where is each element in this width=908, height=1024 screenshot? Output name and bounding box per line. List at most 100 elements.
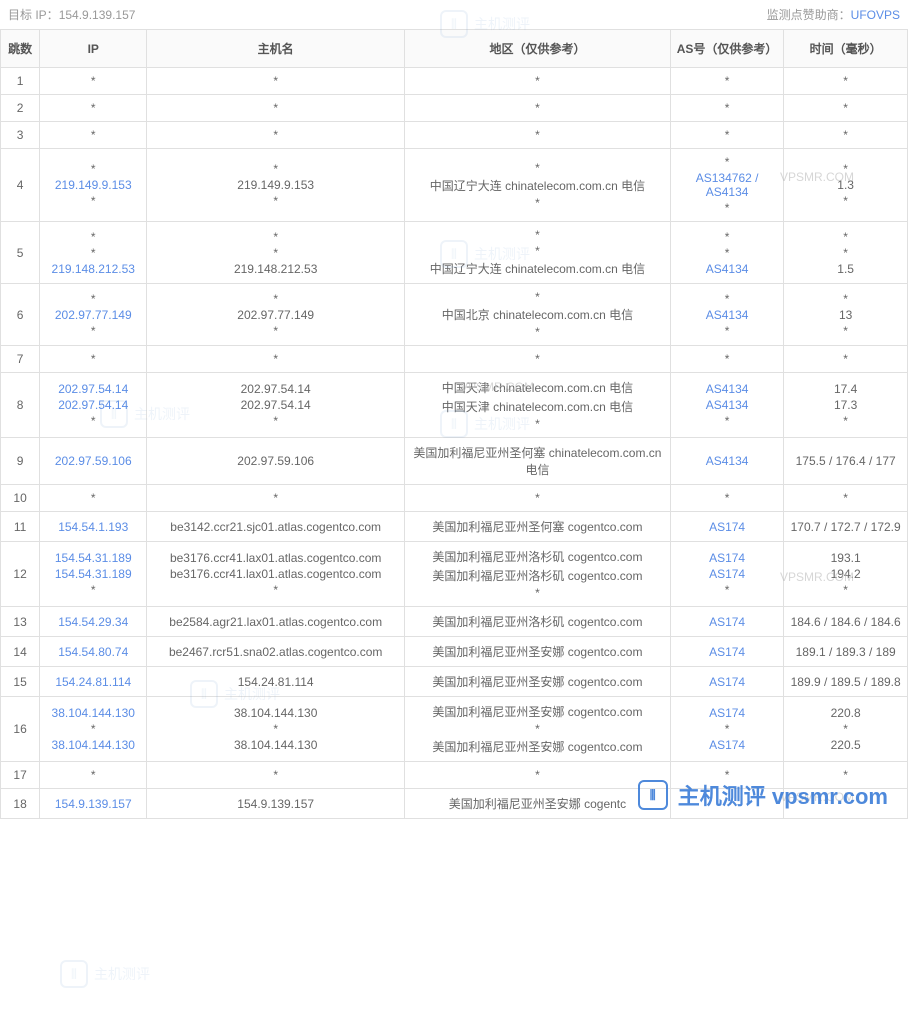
cell-region-text: * [535, 325, 540, 339]
cell-as-link[interactable]: AS4134 [706, 382, 749, 396]
cell-as-link[interactable]: AS174 [709, 706, 745, 720]
cell-ip-link[interactable]: 38.104.144.130 [52, 738, 135, 752]
cell-hop: 8 [1, 373, 40, 438]
cell-as-link[interactable]: AS174 [709, 615, 745, 629]
cell-host: 38.104.144.130 * 38.104.144.130 [147, 697, 405, 762]
cell-host-text: 219.149.9.153 [237, 178, 314, 192]
table-row: 1***** [1, 68, 908, 95]
cell-as-link[interactable]: AS4134 [706, 262, 749, 276]
cell-ip: 154.54.31.189154.54.31.189* [40, 542, 147, 607]
cell-ip-link[interactable]: 219.149.9.153 [55, 178, 132, 192]
watermark: ⫴主机测评 [60, 960, 150, 988]
cell-as-link[interactable]: AS174 [709, 738, 745, 752]
cell-region-text: * [535, 417, 540, 431]
cell-as: *AS134762 / AS4134* [670, 149, 783, 222]
cell-as-link[interactable]: AS174 [709, 567, 745, 581]
cell-as-text: * [725, 324, 730, 338]
sponsor-label: 监测点赞助商：UFOVPS [767, 6, 900, 23]
cell-region-text: 中国北京 chinatelecom.com.cn 电信 [442, 306, 633, 323]
cell-hop: 14 [1, 637, 40, 667]
watermark-text: 主机测评 [94, 964, 150, 984]
cell-region: *中国北京 chinatelecom.com.cn 电信* [405, 284, 671, 346]
cell-hop: 4 [1, 149, 40, 222]
table-header-row: 跳数 IP 主机名 地区（仅供参考） AS号（仅供参考） 时间（毫秒） [1, 30, 908, 68]
cell-host: * [147, 68, 405, 95]
cell-host-text: 38.104.144.130 [234, 706, 317, 720]
cell-host-text: * [273, 722, 278, 736]
cell-ip-link[interactable]: 38.104.144.130 [52, 706, 135, 720]
cell-as: AS174 [670, 512, 783, 542]
cell-host: * [147, 485, 405, 512]
cell-ip-text: * [91, 722, 96, 736]
cell-ip-link[interactable]: 202.97.59.106 [55, 454, 132, 468]
cell-as: AS174 [670, 607, 783, 637]
cell-as-link[interactable]: AS174 [709, 551, 745, 565]
cell-region: 中国天津 chinatelecom.com.cn 电信中国天津 chinatel… [405, 373, 671, 438]
cell-time-text: 1.5 [837, 262, 854, 276]
cell-time: **1.5 [784, 222, 908, 284]
cell-as-text: * [725, 292, 730, 306]
cell-hop: 16 [1, 697, 40, 762]
cell-region: * [405, 485, 671, 512]
cell-as-link[interactable]: AS174 [709, 520, 745, 534]
table-row: 11154.54.1.193be3142.ccr21.sjc01.atlas.c… [1, 512, 908, 542]
cell-region-text: * [535, 228, 540, 242]
cell-ip: 154.24.81.114 [40, 667, 147, 697]
cell-ip-link[interactable]: 154.54.80.74 [58, 645, 128, 659]
sponsor-link[interactable]: UFOVPS [851, 8, 900, 22]
trace-table: 跳数 IP 主机名 地区（仅供参考） AS号（仅供参考） 时间（毫秒） 1***… [0, 29, 908, 819]
cell-ip-link[interactable]: 219.148.212.53 [52, 262, 135, 276]
cell-ip-link[interactable]: 154.24.81.114 [55, 675, 131, 689]
cell-as-link[interactable]: AS134762 / AS4134 [675, 171, 779, 199]
cell-ip-link[interactable]: 154.54.31.189 [55, 551, 132, 565]
cell-as-link[interactable]: AS174 [709, 675, 745, 689]
cell-hop: 15 [1, 667, 40, 697]
cell-region: 美国加利福尼亚州圣安娜 cogentco.com*美国加利福尼亚州圣安娜 cog… [405, 697, 671, 762]
cell-as-link[interactable]: AS174 [709, 645, 745, 659]
cell-ip: * [40, 346, 147, 373]
cell-host: be3142.ccr21.sjc01.atlas.cogentco.com [147, 512, 405, 542]
cell-host-text: 38.104.144.130 [234, 738, 317, 752]
cell-time: * [784, 346, 908, 373]
cell-ip-link[interactable]: 202.97.77.149 [55, 308, 132, 322]
cell-as-text: * [725, 155, 730, 169]
cell-time: 189.9 / 189.5 / 189.8 [784, 667, 908, 697]
cell-as-link[interactable]: AS4134 [706, 308, 749, 322]
cell-ip-link[interactable]: 154.54.31.189 [55, 567, 132, 581]
cell-time-text: 13 [839, 308, 852, 322]
cell-host-text: * [273, 230, 278, 244]
cell-hop: 1 [1, 68, 40, 95]
cell-as-link[interactable]: AS4134 [706, 454, 749, 468]
cell-host-text: 202.97.54.14 [241, 398, 311, 412]
footer-watermark: ⫴ 主机测评 vpsmr.com [638, 779, 888, 811]
cell-as: AS174 [670, 637, 783, 667]
cell-ip: * [40, 762, 147, 789]
cell-time: * [784, 68, 908, 95]
cell-ip-link[interactable]: 202.97.54.14 [58, 398, 128, 412]
cell-host-text: be3176.ccr41.lax01.atlas.cogentco.com [170, 567, 381, 581]
cell-ip: * [40, 485, 147, 512]
cell-as: * AS4134 * [670, 284, 783, 346]
cell-time-text: * [843, 194, 848, 208]
cell-as: **AS4134 [670, 222, 783, 284]
cell-ip-text: * [91, 246, 96, 260]
cell-region: 美国加利福尼亚州圣安娜 cogentco.com [405, 667, 671, 697]
cell-ip-link[interactable]: 154.54.1.193 [58, 520, 128, 534]
cell-hop: 2 [1, 95, 40, 122]
cell-ip-link[interactable]: 202.97.54.14 [58, 382, 128, 396]
cell-ip: *219.149.9.153* [40, 149, 147, 222]
cell-region: 美国加利福尼亚州洛杉矶 cogentco.com美国加利福尼亚州洛杉矶 coge… [405, 542, 671, 607]
cell-hop: 10 [1, 485, 40, 512]
cell-region-text: 中国辽宁大连 chinatelecom.com.cn 电信 [430, 260, 645, 277]
cell-ip-text: * [91, 414, 96, 428]
cell-time-text: 193.1 [831, 551, 861, 565]
cell-time-text: * [843, 722, 848, 736]
cell-ip: 202.97.59.106 [40, 438, 147, 485]
cell-ip-link[interactable]: 154.9.139.157 [55, 797, 132, 811]
table-row: 4*219.149.9.153**219.149.9.153**中国辽宁大连 c… [1, 149, 908, 222]
cell-host: 202.97.59.106 [147, 438, 405, 485]
cell-ip-link[interactable]: 154.54.29.34 [58, 615, 128, 629]
cell-as: AS4134 [670, 438, 783, 485]
cell-host: *219.149.9.153* [147, 149, 405, 222]
cell-as-link[interactable]: AS4134 [706, 398, 749, 412]
